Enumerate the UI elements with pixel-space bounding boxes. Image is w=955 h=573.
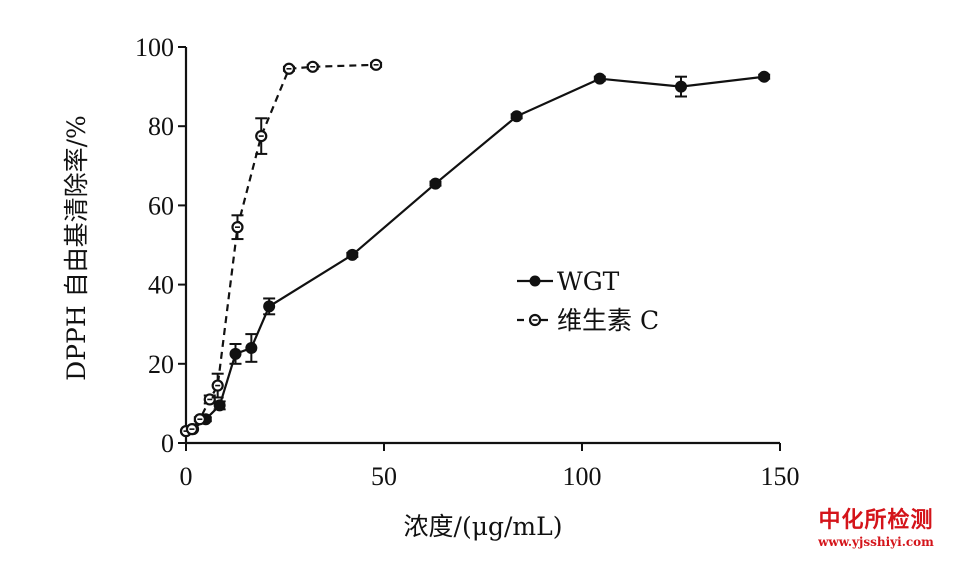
watermark-url: www.yjsshiyi.com <box>818 535 934 549</box>
x-axis-title: 浓度/(μg/mL) <box>404 512 563 541</box>
legend: WGT 维生素 C <box>517 267 659 335</box>
y-tick-label: 0 <box>161 429 174 458</box>
data-point <box>510 110 523 123</box>
series-line <box>185 63 377 433</box>
y-tick-label: 100 <box>135 33 174 62</box>
x-tick-label: 100 <box>563 462 602 491</box>
data-point <box>758 70 771 83</box>
x-tick-label: 0 <box>180 462 193 491</box>
y-tick-label: 80 <box>148 112 174 141</box>
x-tick-label: 150 <box>761 462 800 491</box>
data-point <box>675 80 687 93</box>
plot-area <box>179 58 771 438</box>
y-tick-label: 20 <box>148 350 174 379</box>
legend-swatch-marker <box>529 275 541 287</box>
y-tick-label: 60 <box>148 191 174 220</box>
watermark-brand: 中化所检测 <box>818 508 934 533</box>
legend-label: WGT <box>557 267 620 296</box>
data-point <box>229 347 242 360</box>
data-point <box>346 248 359 261</box>
data-point <box>263 300 276 313</box>
series-vitamin-c <box>179 58 383 438</box>
axes: 0 50 100 150 0 20 40 60 80 100 <box>135 33 800 491</box>
data-point <box>429 177 442 190</box>
y-axis-title: DPPH 自由基清除率/% <box>62 115 91 381</box>
data-point <box>593 72 606 85</box>
legend-item: WGT <box>517 267 620 296</box>
x-tick-label: 50 <box>371 462 397 491</box>
legend-item: 维生素 C <box>517 306 659 335</box>
y-tick-label: 40 <box>148 271 174 300</box>
data-point <box>213 399 226 412</box>
series-line <box>185 75 765 433</box>
watermark: 中化所检测 www.yjsshiyi.com <box>801 508 951 550</box>
legend-label: 维生素 C <box>557 306 659 335</box>
series-wgt <box>180 70 771 438</box>
data-point <box>245 341 258 354</box>
